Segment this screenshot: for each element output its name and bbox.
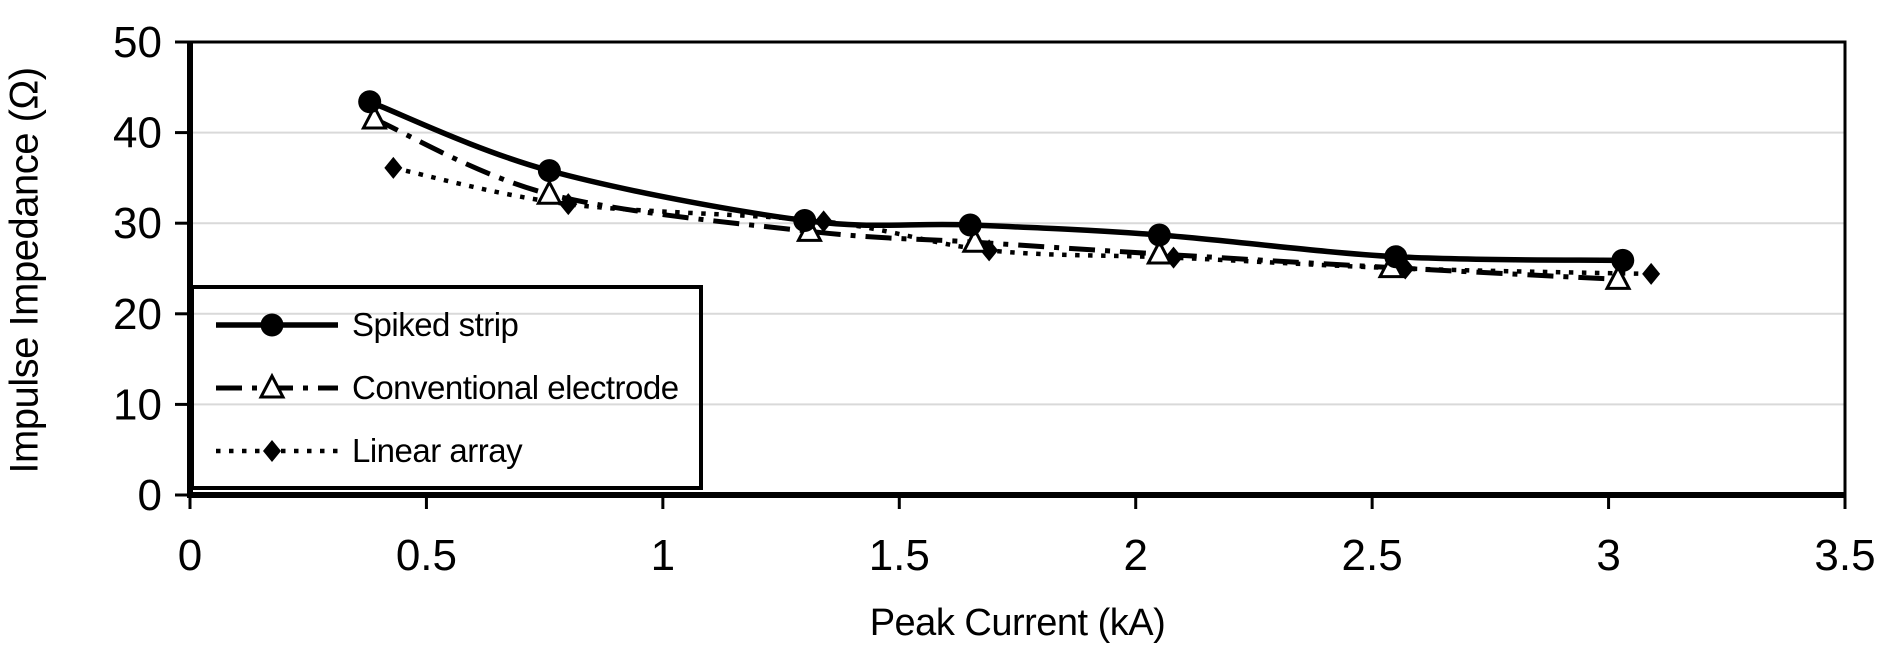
legend-marker-diamond: [263, 439, 281, 462]
x-tick-label: 0: [178, 531, 202, 580]
data-point-circle: [1611, 248, 1635, 272]
data-point-diamond: [384, 156, 403, 179]
legend-marker-circle: [260, 313, 284, 336]
data-point-circle: [1384, 245, 1408, 269]
y-tick-label: 30: [113, 199, 162, 248]
legend-label: Linear array: [352, 431, 523, 469]
y-tick-label: 10: [113, 380, 162, 429]
data-point-triangle: [961, 226, 989, 253]
data-point-circle: [537, 159, 561, 183]
data-point-circle: [793, 208, 817, 232]
x-tick-label: 1.5: [869, 531, 930, 580]
data-point-circle: [358, 90, 382, 114]
data-point-diamond: [1642, 262, 1661, 285]
y-tick-label: 40: [113, 109, 162, 158]
data-point-triangle: [535, 178, 563, 205]
legend-marker-triangle: [258, 372, 286, 398]
data-point-triangle: [1145, 238, 1173, 265]
linear-array-line-sample-icon: [216, 439, 338, 462]
series-line: [373, 116, 1619, 282]
x-tick-label: 1: [651, 531, 675, 580]
data-point-triangle: [1604, 264, 1632, 290]
x-tick-label: 2.5: [1342, 531, 1403, 580]
x-axis-title: Peak Current (kA): [869, 602, 1166, 644]
data-point-triangle: [360, 103, 388, 130]
legend: Spiked strip Conventional electrode Line…: [190, 285, 703, 490]
x-tick-label: 2: [1123, 531, 1147, 580]
series-line: [368, 99, 1623, 264]
legend-item-conventional-electrode: Conventional electrode: [214, 369, 699, 407]
y-axis-title: Impulse Impedance (Ω): [2, 67, 47, 474]
conventional-electrode-line-sample-icon: [216, 372, 338, 398]
spiked-strip-line-sample-icon: [216, 313, 338, 336]
legend-item-spiked-strip: Spiked strip: [214, 306, 699, 344]
x-tick-label: 3: [1596, 531, 1620, 580]
data-point-circle: [1147, 223, 1171, 247]
legend-label: Spiked strip: [352, 305, 519, 343]
legend-label: Conventional electrode: [352, 368, 679, 406]
data-point-circle: [958, 213, 982, 237]
legend-item-linear-array: Linear array: [214, 432, 699, 470]
x-tick-label: 0.5: [396, 531, 457, 580]
y-tick-label: 0: [138, 471, 162, 520]
series-spiked-strip: [358, 90, 1635, 272]
series-conventional-electrode: [360, 103, 1632, 290]
y-tick-label: 20: [113, 290, 162, 339]
y-tick-label: 50: [113, 18, 162, 67]
x-tick-label: 3.5: [1814, 531, 1875, 580]
